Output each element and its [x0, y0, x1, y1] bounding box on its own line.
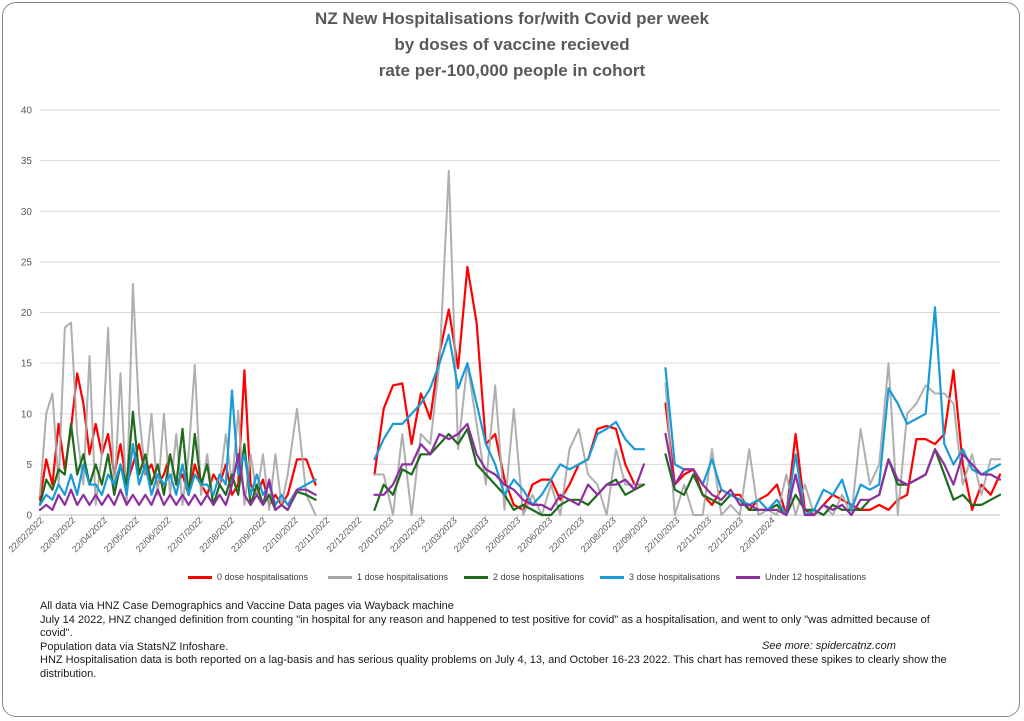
series-line-3-dose-hospitalisations-segment-2 [664, 306, 1002, 517]
series-line-under-12-hospitalisations-segment-1 [373, 422, 646, 511]
legend-label: 1 dose hospitalisations [357, 572, 449, 582]
chart-title-line-3: rate per-100,000 people in cohort [378, 61, 646, 80]
legend-label: 0 dose hospitalisations [217, 572, 309, 582]
note-population-source: Population data via StatsNZ Infoshare. [40, 640, 229, 653]
y-tick-label: 40 [21, 106, 33, 117]
note-data-quality: HNZ Hospitalisation data is both reporte… [40, 654, 947, 680]
note-definition-change: July 14 2022, HNZ changed definition fro… [40, 613, 930, 640]
legend-swatch [328, 575, 352, 579]
y-tick-label: 0 [26, 511, 32, 522]
see-more-link[interactable]: See more: spidercatnz.com [762, 640, 896, 652]
legend-swatch [600, 575, 624, 579]
series-line-3-dose-hospitalisations-segment-0 [38, 389, 317, 506]
legend-swatch [736, 575, 760, 579]
legend-label: Under 12 hospitalisations [765, 572, 867, 582]
y-tick-label: 35 [21, 156, 33, 167]
chart-title-line-1: NZ New Hospitalisations for/with Covid p… [315, 9, 709, 28]
legend-label: 3 dose hospitalisations [629, 572, 721, 582]
legend-swatch [188, 575, 212, 579]
series-line-2-dose-hospitalisations-segment-2 [664, 448, 1002, 517]
chart-notes: All data via HNZ Case Demographics and V… [40, 600, 960, 682]
legend-item-0-dose: 0 dose hospitalisations [188, 572, 308, 582]
y-tick-label: 30 [21, 207, 33, 218]
series-line-under-12-hospitalisations-segment-2 [664, 432, 1002, 517]
series-line-1-dose-hospitalisations-segment-1 [373, 169, 645, 516]
y-tick-label: 10 [21, 409, 33, 420]
legend-item-1-dose: 1 dose hospitalisations [328, 572, 448, 582]
y-tick-label: 20 [21, 308, 33, 319]
legend-item-2-dose: 2 dose hospitalisations [464, 572, 584, 582]
legend-label: 2 dose hospitalisations [493, 572, 585, 582]
series-line-1-dose-hospitalisations-segment-2 [664, 362, 1001, 516]
y-tick-label: 15 [21, 359, 33, 370]
y-tick-label: 5 [26, 460, 32, 471]
line-chart: 051015202530354022/02/202222/03/202222/0… [6, 106, 1002, 554]
note-data-source: All data via HNZ Case Demographics and V… [40, 600, 454, 612]
legend-item-3-dose: 3 dose hospitalisations [600, 572, 720, 582]
y-tick-label: 25 [21, 257, 33, 268]
chart-legend: 0 dose hospitalisations 1 dose hospitali… [188, 572, 908, 588]
legend-swatch [464, 575, 488, 579]
series-line-0-dose-hospitalisations-segment-1 [373, 265, 646, 511]
legend-item-under-12: Under 12 hospitalisations [736, 572, 866, 582]
series-line-under-12-hospitalisations-segment-0 [38, 453, 317, 511]
chart-title-line-2: by doses of vaccine recieved [394, 35, 630, 54]
